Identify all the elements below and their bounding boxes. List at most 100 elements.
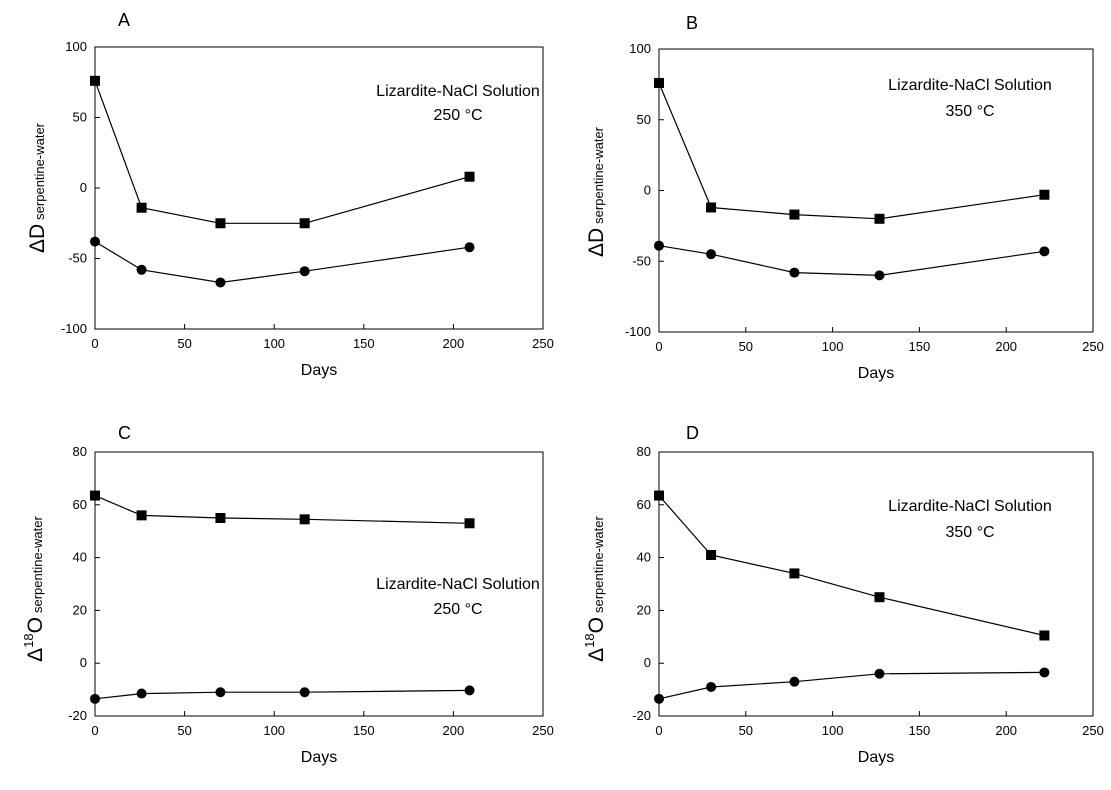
x-tick-label: 0 bbox=[655, 339, 662, 354]
annotation-solution: Lizardite-NaCl Solution bbox=[376, 576, 540, 593]
data-point-circle bbox=[136, 688, 147, 699]
x-tick-label: 150 bbox=[909, 339, 931, 354]
x-tick-label: 200 bbox=[995, 723, 1017, 738]
panel-letter: A bbox=[118, 10, 130, 30]
data-point-circle bbox=[1039, 246, 1050, 257]
data-point-square bbox=[299, 218, 310, 229]
y-tick-label: 60 bbox=[73, 497, 87, 512]
y-axis-element: O bbox=[585, 617, 608, 633]
panel-d: -20 0 20 40 60 80 0 50 100 150 200 250 Days Δ18Oserpe… bbox=[582, 423, 1104, 766]
data-point-square bbox=[706, 202, 717, 213]
y-tick-label: 0 bbox=[80, 655, 87, 670]
panel-letter: B bbox=[686, 13, 698, 33]
y-tick-label: 80 bbox=[637, 444, 651, 459]
data-point-circle bbox=[789, 676, 800, 687]
data-point-circle bbox=[874, 668, 885, 679]
x-tick-label: 100 bbox=[263, 336, 285, 351]
x-tick-label: 250 bbox=[532, 723, 554, 738]
y-axis-title: Δ18Oserpentine-water bbox=[582, 515, 608, 661]
y-axis-symbol: Δ bbox=[24, 648, 47, 662]
y-tick-label: 50 bbox=[637, 112, 651, 127]
data-point-square bbox=[215, 218, 226, 229]
x-axis-title: Days bbox=[858, 365, 894, 382]
y-tick-label: 50 bbox=[73, 110, 87, 125]
y-tick-label: 100 bbox=[65, 39, 87, 54]
y-axis-superscript: 18 bbox=[582, 633, 597, 647]
y-axis-symbol: ΔD bbox=[26, 224, 49, 253]
y-tick-label: -20 bbox=[68, 708, 87, 723]
data-point-circle bbox=[464, 685, 475, 696]
series-line-circle bbox=[658, 671, 1045, 700]
x-tick-label: 0 bbox=[655, 723, 662, 738]
data-point-square bbox=[654, 77, 664, 88]
annotation-solution: Lizardite-NaCl Solution bbox=[888, 77, 1052, 94]
panel-b: -100 -50 0 50 100 0 50 100 150 200 250 Days ΔD serpen… bbox=[585, 13, 1104, 382]
data-point-circle bbox=[874, 270, 885, 281]
y-tick-label: 40 bbox=[637, 550, 651, 565]
x-axis-title: Days bbox=[858, 749, 894, 766]
data-point-square bbox=[789, 209, 800, 220]
series-line-circle bbox=[94, 689, 470, 700]
y-axis-subscript: serpentine-water bbox=[591, 126, 606, 223]
y-tick-label: 20 bbox=[73, 602, 87, 617]
series-line-circle bbox=[658, 245, 1045, 277]
x-tick-label: 200 bbox=[443, 336, 465, 351]
data-point-square bbox=[874, 592, 885, 603]
series-line-square bbox=[94, 495, 470, 524]
data-point-square bbox=[299, 514, 310, 525]
x-tick-label: 250 bbox=[532, 336, 554, 351]
annotation-temperature: 350 °C bbox=[945, 524, 994, 541]
plot-frame bbox=[94, 451, 544, 717]
data-point-circle bbox=[654, 693, 664, 704]
data-point-square bbox=[464, 518, 475, 529]
series-line-square bbox=[658, 495, 1045, 637]
x-tick-label: 50 bbox=[177, 336, 191, 351]
panel-a: -100 -50 0 50 100 0 50 100 150 200 250 Days ΔD serpen… bbox=[26, 10, 554, 379]
x-tick-label: 0 bbox=[91, 723, 98, 738]
data-point-circle bbox=[654, 240, 664, 251]
data-point-square bbox=[464, 171, 475, 182]
data-point-square bbox=[136, 202, 147, 213]
x-axis-title: Days bbox=[301, 362, 337, 379]
x-axis-title: Days bbox=[301, 749, 337, 766]
data-point-square bbox=[874, 213, 885, 224]
x-tick-label: 150 bbox=[353, 336, 375, 351]
data-point-circle bbox=[706, 681, 717, 692]
data-point-circle bbox=[299, 687, 310, 698]
y-tick-label: 20 bbox=[637, 602, 651, 617]
data-point-square bbox=[215, 513, 226, 523]
panel-letter: C bbox=[118, 423, 131, 443]
y-tick-label: 60 bbox=[637, 497, 651, 512]
y-tick-label: 40 bbox=[73, 550, 87, 565]
x-tick-label: 100 bbox=[822, 723, 844, 738]
data-point-square bbox=[1039, 630, 1050, 641]
panel-letter: D bbox=[686, 423, 699, 443]
y-tick-label: -100 bbox=[61, 321, 87, 336]
data-point-square bbox=[706, 549, 717, 560]
data-point-circle bbox=[215, 277, 226, 288]
x-tick-label: 50 bbox=[739, 723, 753, 738]
y-axis-subscript: serpentine-water bbox=[32, 122, 47, 219]
data-point-square bbox=[1039, 189, 1050, 200]
data-point-circle bbox=[789, 267, 800, 278]
y-tick-label: 80 bbox=[73, 444, 87, 459]
data-point-square bbox=[136, 510, 147, 521]
data-point-circle bbox=[706, 249, 717, 260]
x-tick-label: 100 bbox=[263, 723, 285, 738]
y-tick-label: 100 bbox=[629, 41, 651, 56]
y-tick-label: -100 bbox=[625, 324, 651, 339]
x-tick-label: 150 bbox=[353, 723, 375, 738]
x-tick-label: 150 bbox=[909, 723, 931, 738]
x-tick-label: 50 bbox=[739, 339, 753, 354]
y-axis-element: O bbox=[24, 617, 47, 633]
y-axis-symbol: ΔD bbox=[585, 228, 608, 257]
y-axis-symbol: Δ bbox=[585, 648, 608, 662]
annotation-temperature: 350 °C bbox=[945, 103, 994, 120]
x-tick-label: 200 bbox=[443, 723, 465, 738]
x-tick-label: 50 bbox=[177, 723, 191, 738]
annotation-temperature: 250 °C bbox=[433, 601, 482, 618]
y-tick-label: 0 bbox=[644, 183, 651, 198]
data-point-circle bbox=[299, 266, 310, 277]
annotation-solution: Lizardite-NaCl Solution bbox=[376, 83, 540, 100]
series-line-square bbox=[94, 80, 470, 224]
